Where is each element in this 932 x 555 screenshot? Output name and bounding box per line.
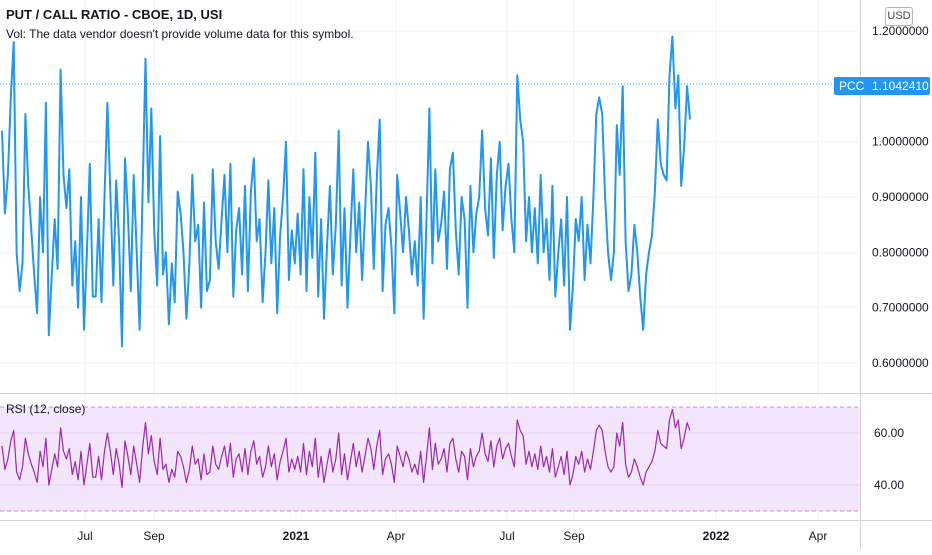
rsi-axis-label: 60.00 xyxy=(874,426,904,440)
time-axis-label: Apr xyxy=(809,529,828,543)
price-pane[interactable] xyxy=(0,0,860,393)
price-series-line xyxy=(1,35,691,348)
price-axis-label: 1.0000000 xyxy=(872,135,929,149)
price-axis-label: 0.6000000 xyxy=(872,356,929,370)
rsi-indicator-label[interactable]: RSI (12, close) xyxy=(6,402,86,416)
rsi-pane[interactable] xyxy=(0,394,860,520)
time-axis-label: Apr xyxy=(387,529,406,543)
price-axis-label: 0.9000000 xyxy=(872,190,929,204)
chart-title: PUT / CALL RATIO - CBOE, 1D, USI xyxy=(6,7,223,22)
time-axis-label: Sep xyxy=(143,529,165,543)
rsi-series-line xyxy=(1,409,691,489)
time-axis-label: Jul xyxy=(499,529,514,543)
rsi-axis-label: 40.00 xyxy=(874,478,904,492)
price-tag-value: 1.1042410 xyxy=(872,79,929,93)
price-tag-symbol: PCC xyxy=(839,79,865,93)
last-price-tag: PCC 1.1042410 xyxy=(834,77,930,95)
price-axis-label: 1.2000000 xyxy=(872,24,929,38)
time-axis-label: Jul xyxy=(77,529,92,543)
rsi-band xyxy=(0,407,860,511)
time-axis-label: Sep xyxy=(563,529,585,543)
time-axis-label: 2021 xyxy=(283,529,310,543)
volume-note: Vol: The data vendor doesn't provide vol… xyxy=(6,27,354,41)
price-axis-label: 0.8000000 xyxy=(872,245,929,259)
time-axis-label: 2022 xyxy=(703,529,730,543)
currency-button[interactable]: USD xyxy=(885,7,913,26)
price-axis-label: 0.7000000 xyxy=(872,301,929,315)
